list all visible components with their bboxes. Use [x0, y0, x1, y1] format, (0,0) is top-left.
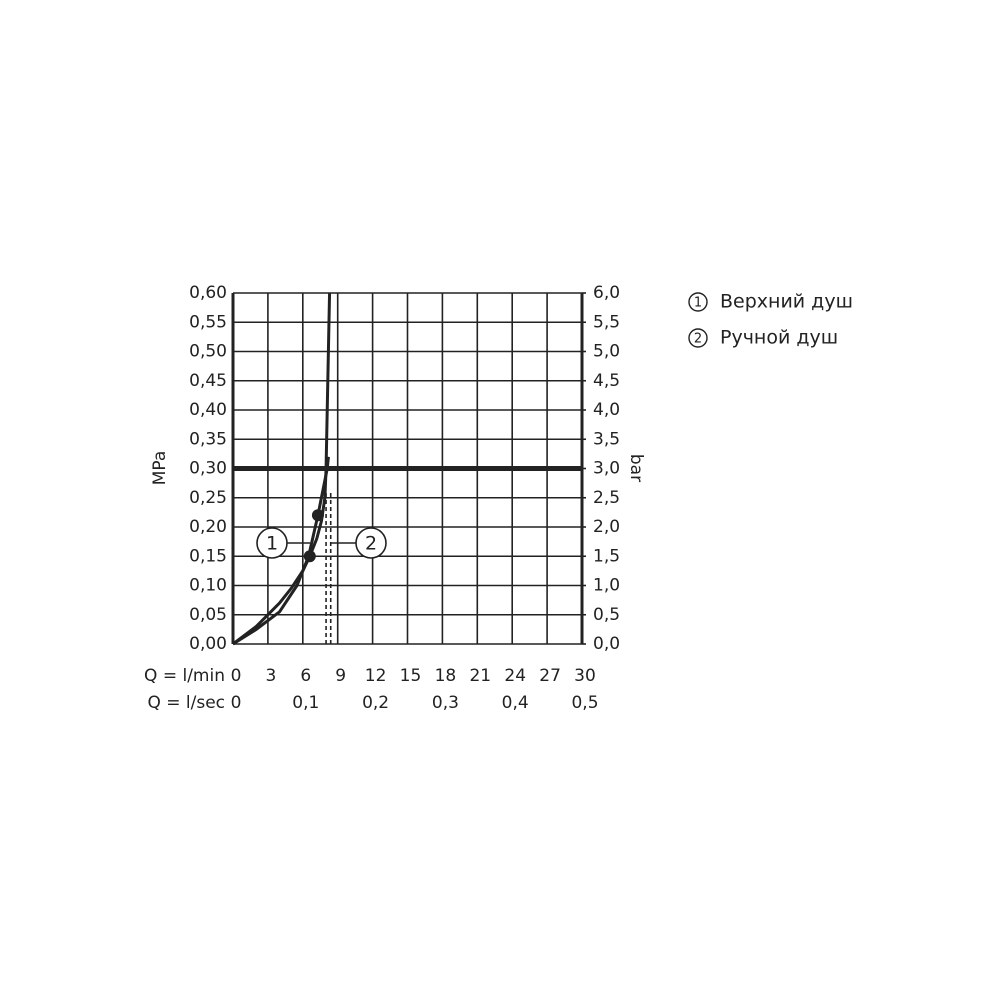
y2-tick-label: 5,5 — [593, 312, 620, 332]
x-tick-label: 15 — [400, 666, 422, 686]
y2-axis-label: bar — [626, 454, 646, 482]
x-tick-label: 3 — [265, 666, 276, 686]
y2-tick-label: 3,5 — [593, 429, 620, 449]
y-tick-label: 0,60 — [189, 283, 227, 303]
series-line — [232, 292, 332, 646]
y-tick-label: 0,25 — [189, 488, 227, 508]
x-tick-label: 0 — [231, 666, 242, 686]
callout-label: 2 — [365, 533, 377, 555]
y2-tick-label: 6,0 — [593, 283, 620, 303]
legend-number: 1 — [694, 296, 702, 311]
y-tick-label: 0,50 — [189, 342, 227, 362]
x2-tick-label: 0,2 — [362, 693, 389, 713]
y2-tick-label: 1,5 — [593, 546, 620, 566]
y-tick-label: 0,35 — [189, 429, 227, 449]
x2-tick-label: 0,3 — [432, 693, 459, 713]
y2-tick-label: 1,0 — [593, 576, 620, 596]
y2-tick-label: 5,0 — [593, 342, 620, 362]
y2-tick-label: 0,5 — [593, 605, 620, 625]
legend-label: Верхний душ — [720, 291, 853, 313]
x2-tick-label: 0,1 — [292, 693, 319, 713]
x-tick-label: 27 — [539, 666, 561, 686]
x-tick-label: 12 — [365, 666, 387, 686]
x-tick-label: 24 — [504, 666, 526, 686]
x-tick-label: 21 — [469, 666, 491, 686]
y-tick-label: 0,45 — [189, 371, 227, 391]
x-tick-label: 9 — [335, 666, 346, 686]
legend-number: 2 — [694, 332, 702, 347]
legend-circle — [688, 328, 708, 348]
y2-tick-label: 3,0 — [593, 459, 620, 479]
legend-circle — [688, 292, 708, 312]
y-tick-label: 0,15 — [189, 546, 227, 566]
y-tick-label: 0,55 — [189, 312, 227, 332]
x2-tick-label: 0 — [231, 693, 242, 713]
y-tick-label: 0,05 — [189, 605, 227, 625]
callout-circle — [355, 527, 387, 559]
callout-circle — [256, 527, 288, 559]
y-tick-label: 0,00 — [189, 634, 227, 654]
y2-tick-label: 0,0 — [593, 634, 620, 654]
y2-tick-label: 4,0 — [593, 400, 620, 420]
y-tick-label: 0,30 — [189, 459, 227, 479]
x2-tick-label: 0,4 — [502, 693, 529, 713]
y2-tick-label: 2,5 — [593, 488, 620, 508]
callout-label: 1 — [266, 533, 278, 555]
x2-axis-label: Q = l/sec — [147, 693, 225, 713]
y-axis-label: MPa — [150, 451, 170, 486]
legend-label: Ручной душ — [720, 327, 838, 349]
x-axis-label: Q = l/min — [144, 666, 225, 686]
x-tick-label: 6 — [300, 666, 311, 686]
y-tick-label: 0,40 — [189, 400, 227, 420]
y2-tick-label: 4,5 — [593, 371, 620, 391]
y2-tick-label: 2,0 — [593, 517, 620, 537]
y-tick-label: 0,10 — [189, 576, 227, 596]
series-marker — [311, 509, 324, 522]
x2-tick-label: 0,5 — [571, 693, 598, 713]
x-tick-label: 30 — [574, 666, 596, 686]
series-line — [232, 456, 330, 646]
y-tick-label: 0,20 — [189, 517, 227, 537]
x-tick-label: 18 — [435, 666, 457, 686]
